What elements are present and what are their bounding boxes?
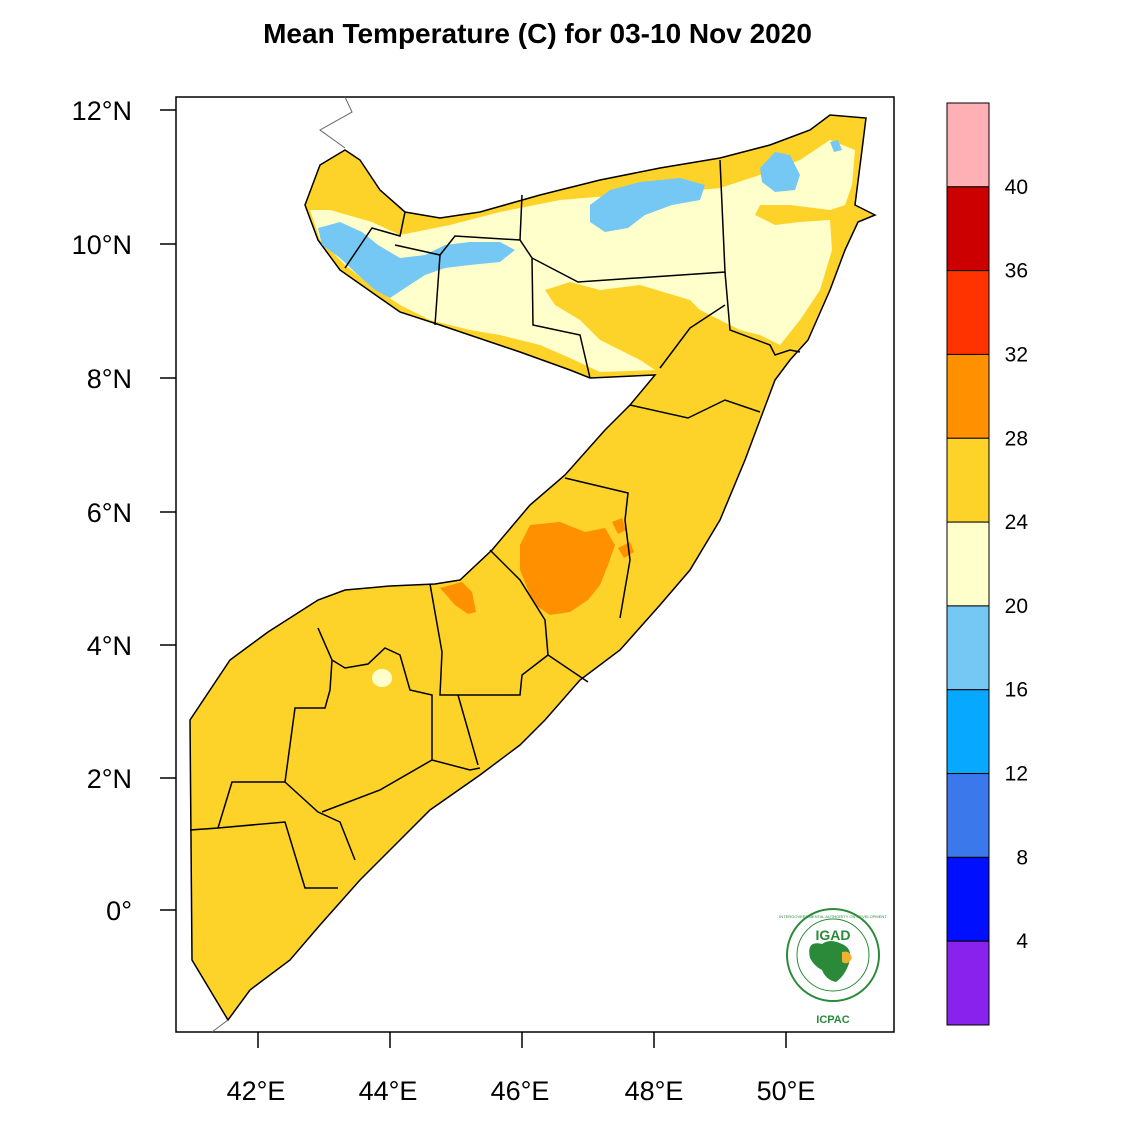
lat-tick-label: 2°N <box>87 764 132 794</box>
colorbar-bin <box>946 102 990 188</box>
colorbar-label: 28 <box>1005 427 1028 450</box>
zone-blue-west <box>318 222 515 298</box>
horn-icon <box>842 951 852 964</box>
zone-blue-east <box>760 152 800 192</box>
colorbar-label: 24 <box>1005 511 1029 534</box>
logo-name: IGAD <box>816 927 851 943</box>
colorbar-label: 16 <box>1005 679 1028 702</box>
lon-tick-label: 42°E <box>227 1076 286 1106</box>
colorbar <box>946 102 990 1026</box>
igad-logo: IGAD ICPAC INTERGOVERNMENTAL AUTHORITY O… <box>779 908 887 1026</box>
colorbar-label: 12 <box>1005 763 1028 786</box>
zone-orange-small2 <box>612 518 626 534</box>
colorbar-bin <box>946 270 990 355</box>
colorbar-label: 32 <box>1005 343 1028 366</box>
colorbar-bin <box>946 521 990 607</box>
zone-blue-center <box>590 178 705 232</box>
colorbar-bin <box>946 773 990 858</box>
lon-tick-label: 44°E <box>359 1076 418 1106</box>
colorbar-label: 36 <box>1005 260 1028 283</box>
colorbar-label: 40 <box>1005 176 1028 199</box>
logo-ring-text: INTERGOVERNMENTAL AUTHORITY ON DEVELOPME… <box>779 914 887 919</box>
zone-pale-spot <box>372 669 392 687</box>
colorbar-labels: 40 36 32 28 24 20 16 12 8 4 <box>1005 176 1029 953</box>
colorbar-bin <box>946 353 990 439</box>
lon-tick-label: 46°E <box>491 1076 550 1106</box>
zone-pale-north <box>310 140 855 372</box>
lon-tick-label: 50°E <box>757 1076 816 1106</box>
lat-tick-label: 12°N <box>72 96 132 126</box>
africa-icon <box>809 941 851 982</box>
colorbar-label: 4 <box>1016 930 1028 953</box>
colorbar-bin <box>946 186 990 272</box>
lon-tick-label: 48°E <box>625 1076 684 1106</box>
zone-blue-tip <box>830 140 842 152</box>
colorbar-label: 8 <box>1016 846 1028 869</box>
zone-orange-center <box>520 522 615 615</box>
colorbar-bin <box>946 437 990 523</box>
colorbar-bin <box>946 856 990 942</box>
lat-tick-label: 4°N <box>87 631 132 661</box>
logo-sub: ICPAC <box>816 1014 849 1026</box>
map-title: Mean Temperature (C) for 03-10 Nov 2020 <box>263 18 812 49</box>
latitude-axis <box>160 109 176 911</box>
lat-tick-label: 10°N <box>72 230 132 260</box>
longitude-axis <box>257 1032 787 1048</box>
lat-tick-label: 0° <box>106 896 132 926</box>
zone-orange-small1 <box>440 582 476 614</box>
lat-tick-label: 8°N <box>87 364 132 394</box>
lat-tick-label: 6°N <box>87 498 132 528</box>
neighbor-borders <box>211 96 353 1033</box>
colorbar-bin <box>946 605 990 691</box>
colorbar-label: 20 <box>1005 595 1028 618</box>
colorbar-bin <box>946 689 990 775</box>
colorbar-bin <box>946 940 990 1026</box>
regional-boundaries <box>189 159 801 889</box>
